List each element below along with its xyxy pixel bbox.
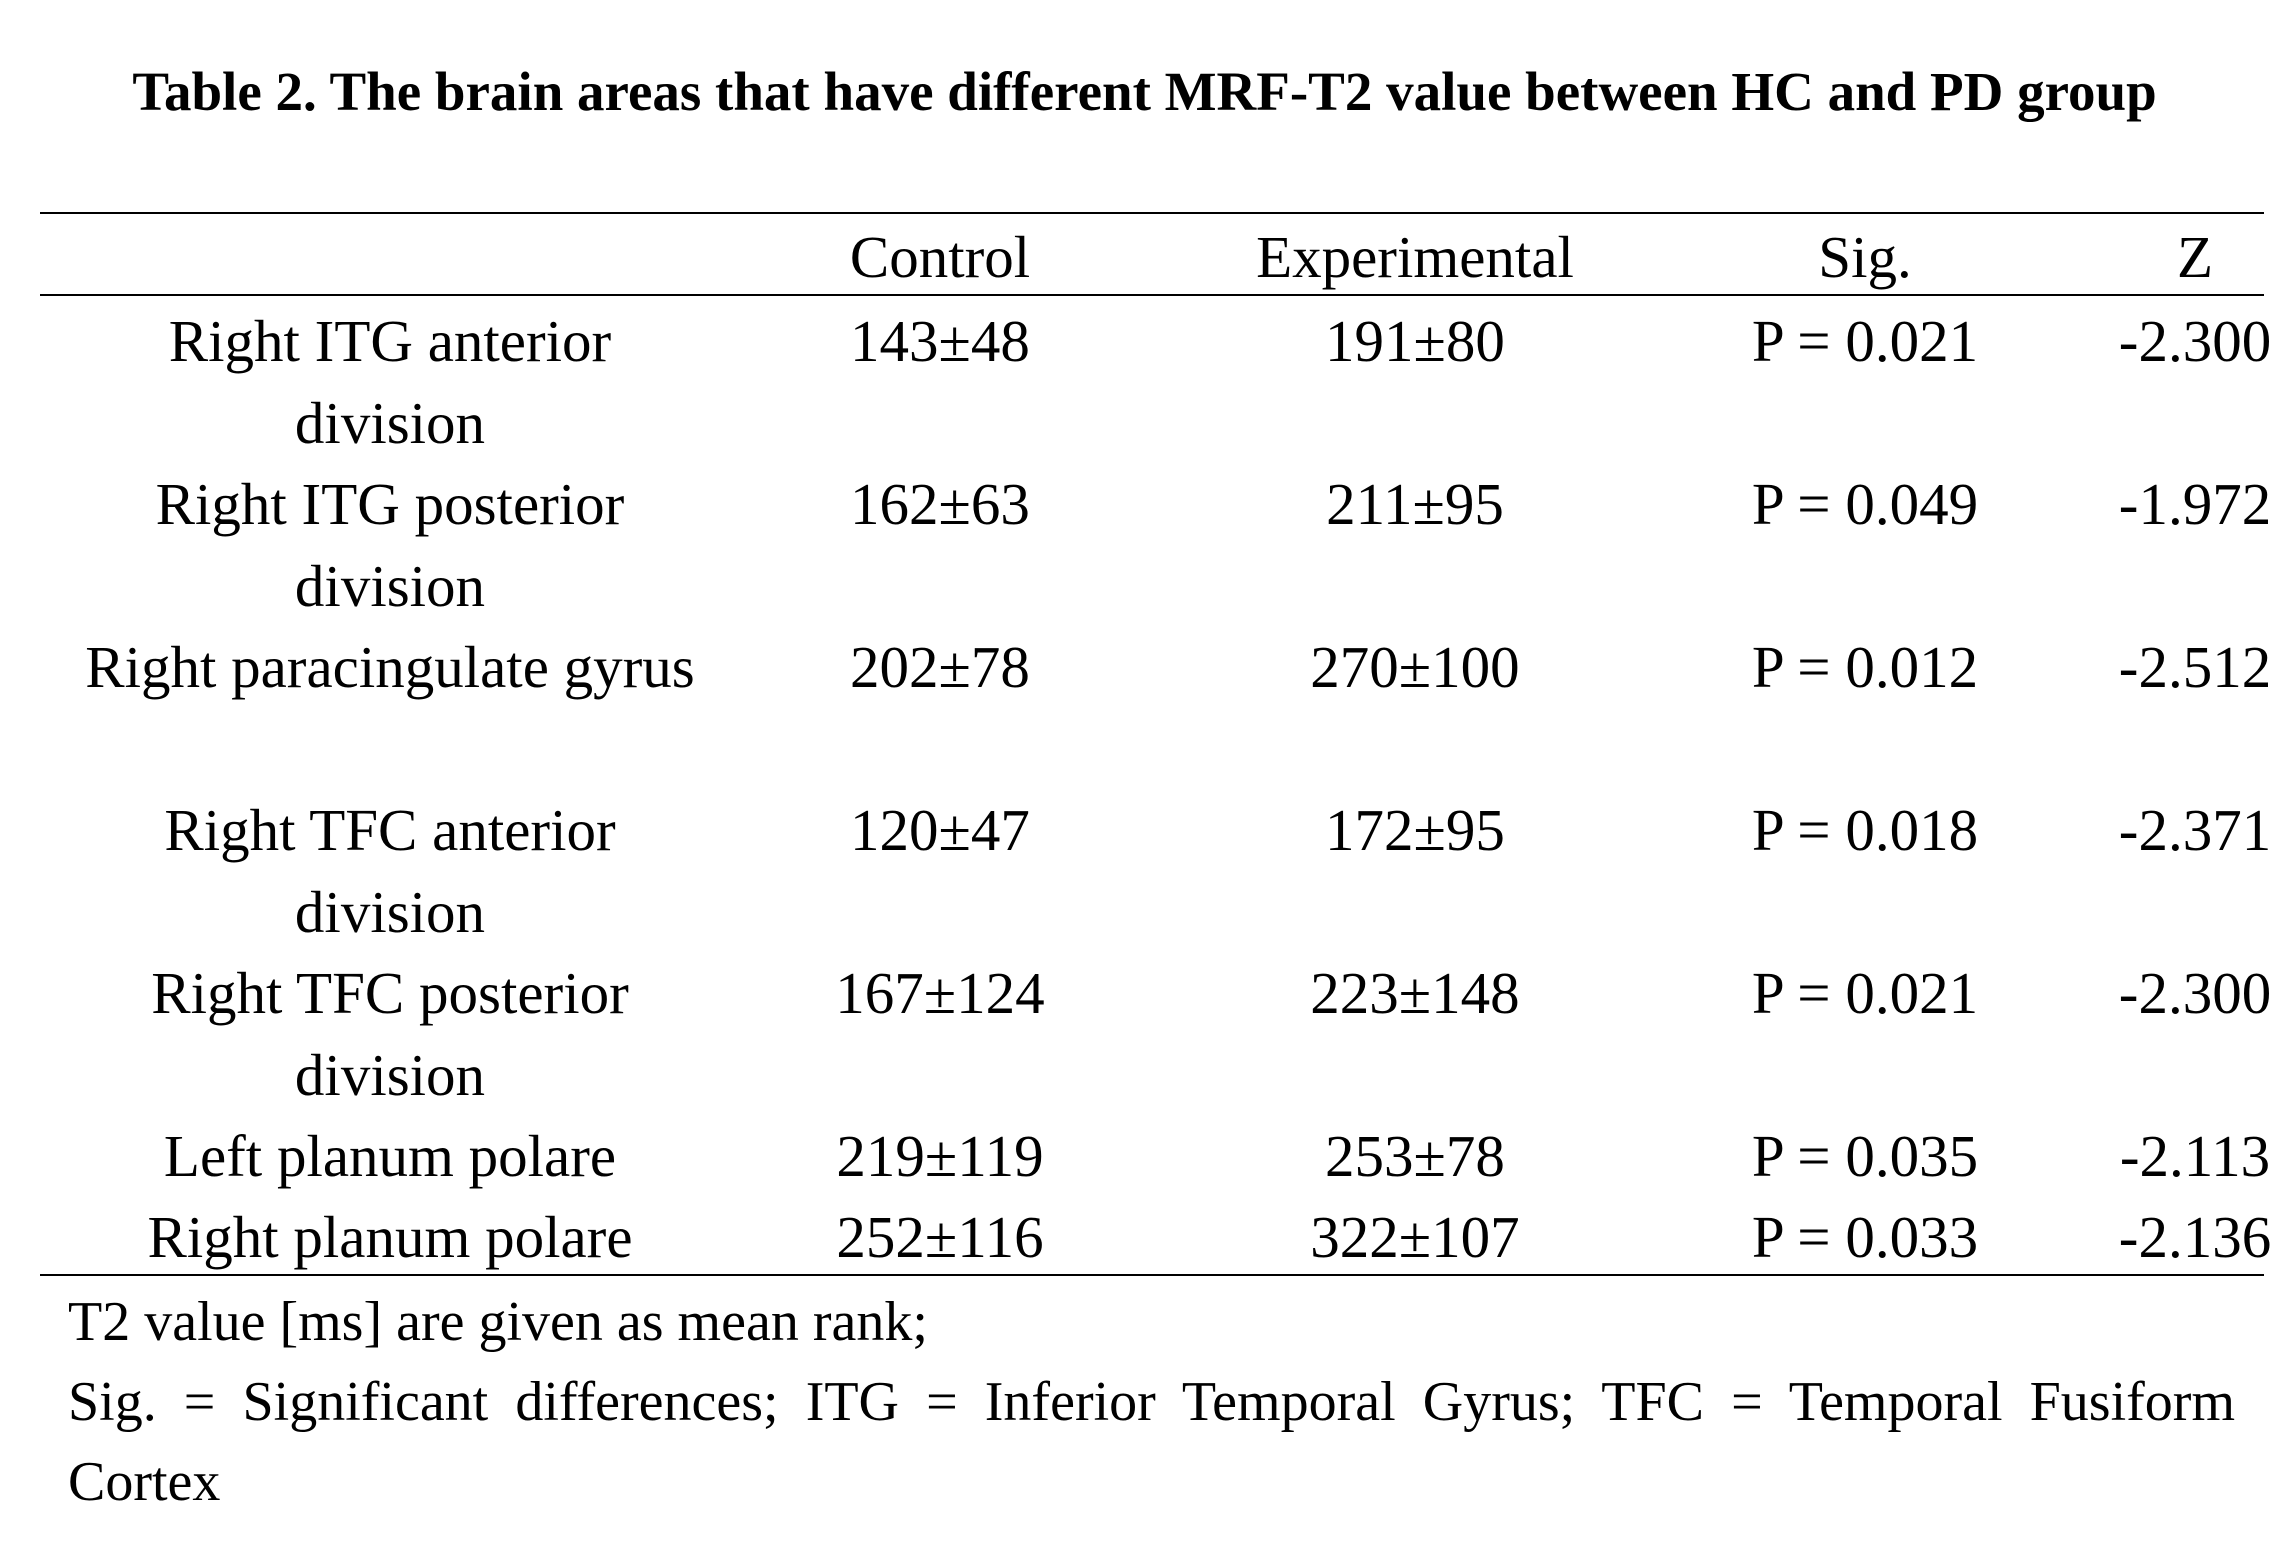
row-region: Left planum polare — [163, 1123, 617, 1189]
row-sig: P = 0.049 — [1751, 471, 1979, 537]
row-experimental: 253±78 — [1325, 1123, 1505, 1189]
row-control: 143±48 — [850, 308, 1030, 374]
header-control: Control — [849, 224, 1031, 290]
row-control: 219±119 — [836, 1123, 1044, 1189]
row-z: -1.972 — [2118, 471, 2272, 537]
table-bottom-rule — [40, 1274, 2264, 1276]
row-control: 252±116 — [836, 1204, 1044, 1270]
row-region: Right ITG posterior division — [155, 471, 625, 619]
row-experimental: 191±80 — [1325, 308, 1505, 374]
row-z: -2.512 — [2118, 634, 2272, 700]
row-experimental: 172±95 — [1325, 797, 1505, 863]
table-note-units: T2 value [ms] are given as mean rank; — [68, 1291, 928, 1353]
row-z: -2.300 — [2118, 960, 2272, 1026]
row-region: Right planum polare — [147, 1204, 633, 1270]
row-experimental: 211±95 — [1326, 471, 1504, 537]
row-z: -2.113 — [2119, 1123, 2271, 1189]
row-z: -2.371 — [2118, 797, 2272, 863]
row-control: 162±63 — [850, 471, 1030, 537]
table-header-rule — [40, 294, 2264, 296]
table-title: Table 2. The brain areas that have diffe… — [132, 61, 2157, 122]
header-z: Z — [2176, 224, 2214, 290]
table-note-abbreviations: Sig. = Significant differences; ITG = In… — [68, 1371, 2235, 1513]
row-experimental: 322±107 — [1310, 1204, 1520, 1270]
row-control: 202±78 — [850, 634, 1030, 700]
header-experimental: Experimental — [1256, 224, 1574, 290]
row-sig: P = 0.018 — [1751, 797, 1979, 863]
row-sig: P = 0.021 — [1751, 308, 1979, 374]
row-experimental: 270±100 — [1310, 634, 1520, 700]
row-control: 120±47 — [850, 797, 1030, 863]
row-region: Right TFC anterior division — [164, 797, 616, 945]
header-sig: Sig. — [1818, 224, 1912, 290]
row-sig: P = 0.035 — [1751, 1123, 1979, 1189]
row-control: 167±124 — [835, 960, 1045, 1026]
row-region: Right TFC posterior division — [151, 960, 629, 1108]
row-sig: P = 0.021 — [1751, 960, 1979, 1026]
row-sig: P = 0.012 — [1751, 634, 1979, 700]
row-sig: P = 0.033 — [1751, 1204, 1979, 1270]
row-z: -2.136 — [2118, 1204, 2272, 1270]
row-z: -2.300 — [2118, 308, 2272, 374]
row-region: Right paracingulate gyrus — [85, 634, 695, 700]
row-experimental: 223±148 — [1310, 960, 1520, 1026]
table-top-rule — [40, 212, 2264, 214]
row-region: Right ITG anterior division — [168, 308, 612, 456]
